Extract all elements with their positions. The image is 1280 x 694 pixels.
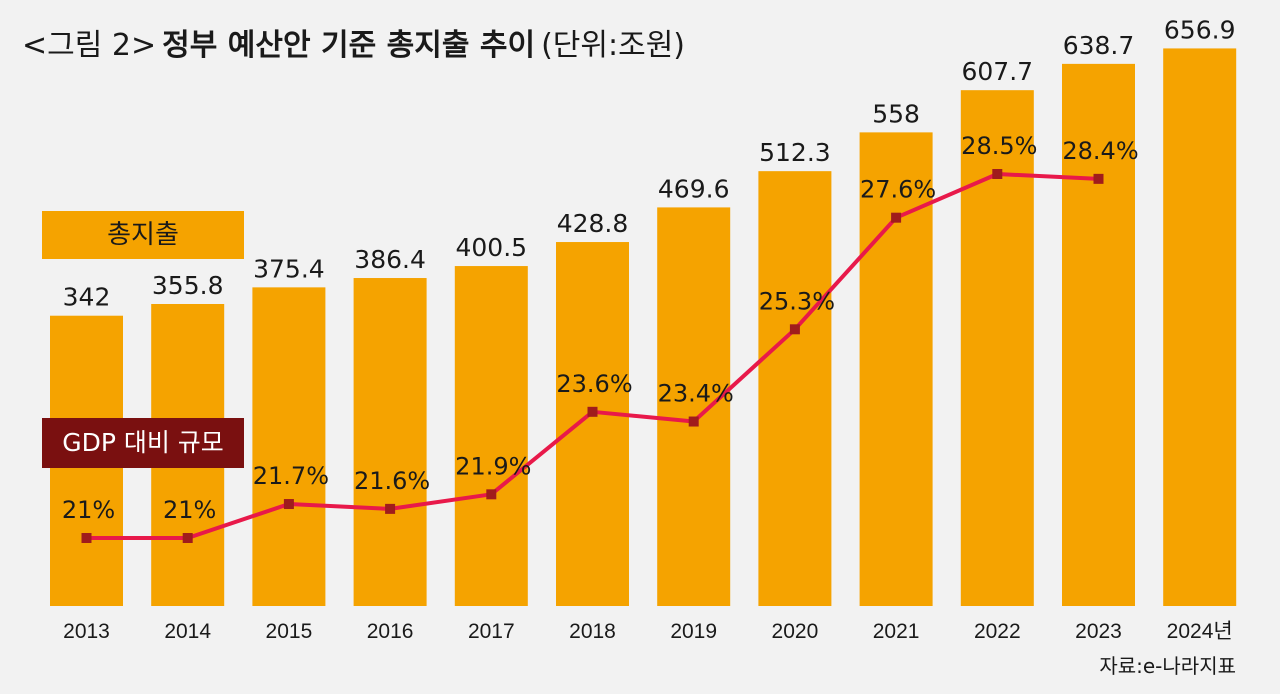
x-tick-label: 2023 (1075, 620, 1122, 643)
x-tick-label: 2015 (266, 620, 313, 643)
bar-2024년 (1163, 48, 1237, 606)
bar-value-label: 386.4 (354, 245, 426, 274)
x-tick-label: 2016 (367, 620, 414, 643)
line-point-2021 (891, 212, 902, 223)
bar-2018 (556, 242, 629, 607)
legend-gdp-ratio: GDP 대비 규모 (42, 418, 244, 468)
bar-2020 (758, 171, 832, 606)
bar-2023 (1062, 63, 1135, 606)
line-value-label: 27.6% (860, 176, 936, 204)
line-value-label: 23.6% (556, 370, 632, 398)
bar-value-label: 512.3 (759, 138, 831, 167)
x-axis-tick-labels: 2013 2014 2015 2016 2017 2018 2019 2020 2021 2022… (63, 620, 1233, 643)
bar-2017 (454, 266, 528, 606)
bar-2022 (960, 90, 1034, 606)
bar-value-label: 469.6 (658, 174, 730, 203)
bar-value-label: 355.8 (152, 271, 224, 300)
legend-total-expenditure: 총지출 (42, 211, 244, 259)
bar-series (50, 48, 1237, 607)
line-point-2014 (182, 533, 193, 543)
line-value-label: 28.5% (961, 132, 1037, 160)
bar-value-label: 656.9 (1164, 15, 1236, 44)
bar-2021 (859, 132, 933, 606)
figure-number: <그림 2> (22, 28, 157, 63)
line-point-2013 (81, 533, 92, 543)
x-tick-label: 2024년 (1167, 620, 1233, 643)
line-value-label: 21.6% (354, 467, 430, 495)
line-value-labels: 21% 21% 21.7% 21.6% 21.9% 23.6% 23.4% 25.3% 27.6… (62, 132, 1139, 524)
line-value-label: 21% (62, 496, 115, 524)
x-tick-label: 2017 (468, 620, 515, 643)
bar-value-labels: 342 355.8 375.4 386.4 400.5 428.8 469.6 512.3 55… (63, 15, 1236, 311)
line-value-label: 23.4% (658, 380, 734, 408)
x-tick-label: 2021 (873, 620, 920, 643)
bar-value-label: 558 (872, 99, 920, 128)
x-tick-label: 2014 (164, 620, 211, 643)
line-value-label: 21.7% (253, 462, 329, 490)
chart-title: <그림 2> 정부 예산안 기준 총지출 추이 (단위:조원) (22, 26, 685, 66)
x-tick-label: 2018 (569, 620, 616, 643)
line-value-label: 21.9% (455, 452, 531, 480)
line-point-2018 (587, 406, 598, 417)
line-value-label: 21% (163, 496, 216, 524)
bar-2016 (353, 278, 427, 606)
x-tick-label: 2020 (772, 620, 819, 643)
line-point-2022 (992, 169, 1003, 179)
bar-value-label: 428.8 (557, 209, 629, 238)
bar-2019 (657, 207, 731, 607)
source-note: 자료:e-나라지표 (1099, 654, 1236, 678)
x-tick-label: 2019 (670, 620, 717, 643)
bar-value-label: 400.5 (456, 233, 528, 262)
line-value-label: 25.3% (759, 287, 835, 315)
gdp-ratio-series (81, 169, 1104, 543)
bar-2015 (252, 287, 326, 606)
line-point-2016 (385, 503, 396, 514)
bar-value-label: 607.7 (962, 57, 1034, 86)
line-point-2020 (789, 324, 800, 335)
line-point-2019 (688, 416, 699, 427)
line-point-2017 (486, 489, 497, 500)
x-tick-label: 2013 (63, 620, 110, 643)
line-point-2023 (1093, 173, 1104, 184)
line-point-2015 (283, 499, 294, 510)
bar-value-label: 375.4 (253, 254, 325, 283)
bar-value-label: 638.7 (1063, 31, 1135, 60)
x-tick-label: 2022 (974, 620, 1021, 643)
line-value-label: 28.4% (1062, 137, 1138, 165)
unit-label: (단위:조원) (541, 28, 686, 63)
bar-value-label: 342 (63, 283, 111, 312)
title-text: 정부 예산안 기준 총지출 추이 (162, 28, 536, 63)
